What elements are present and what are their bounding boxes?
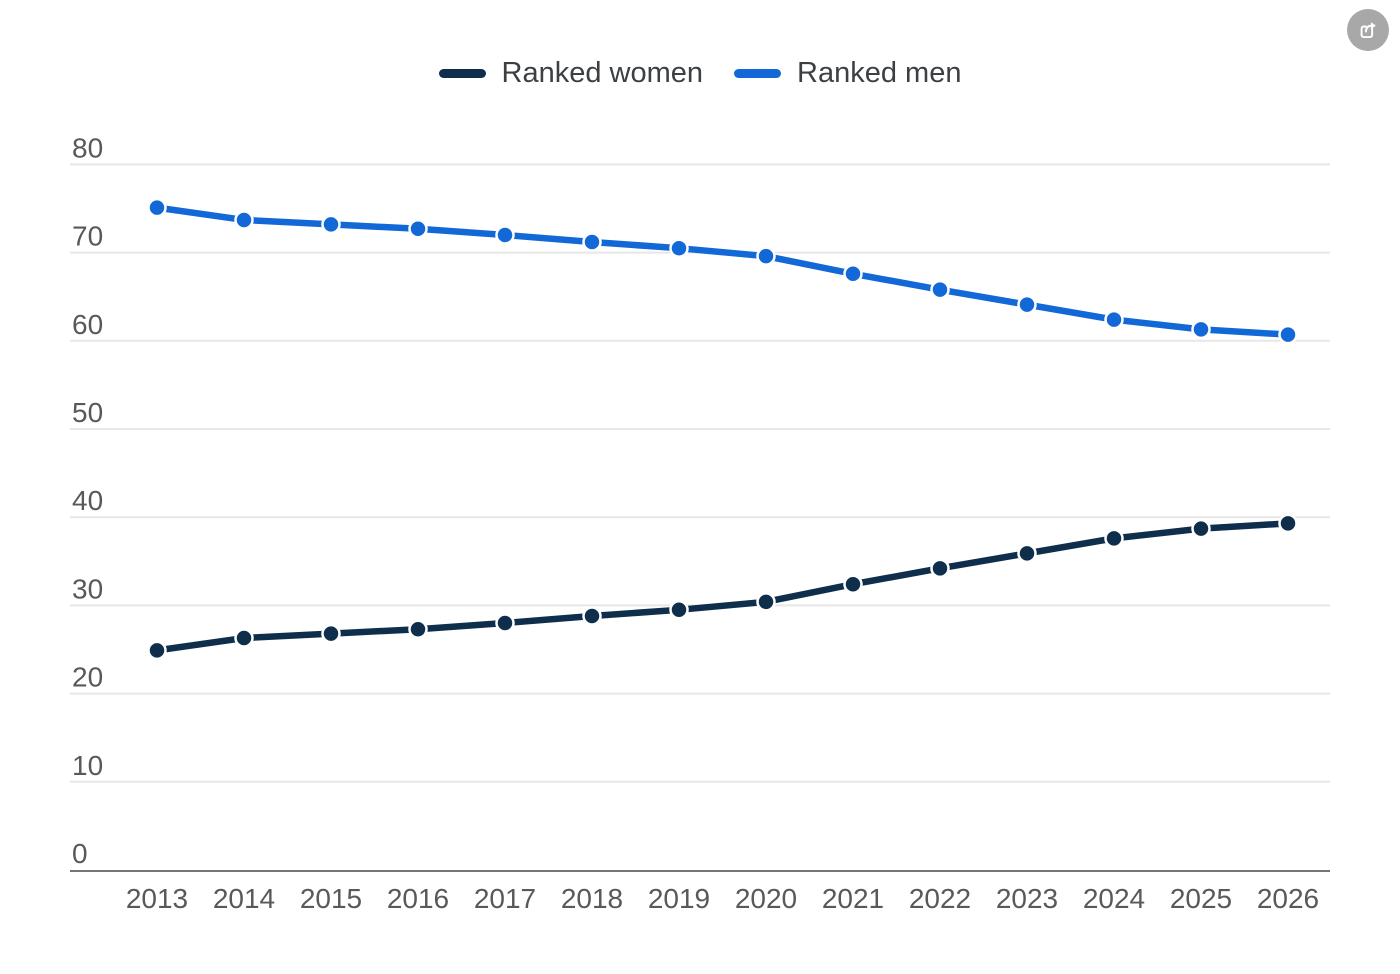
legend-item-ranked-men[interactable]: Ranked men [734, 54, 961, 92]
y-tick-label-20: 20 [72, 662, 103, 693]
data-point [408, 619, 428, 639]
data-point [1191, 319, 1211, 340]
legend-item-ranked-women[interactable]: Ranked women [438, 54, 704, 92]
y-tick-label-40: 40 [72, 485, 103, 516]
data-point [1278, 513, 1298, 534]
data-point [1278, 324, 1298, 345]
data-point [321, 623, 341, 644]
x-tick-label-2024: 2024 [1083, 883, 1145, 914]
x-tick-label-2023: 2023 [996, 883, 1058, 914]
data-point [147, 640, 167, 661]
x-tick-label-2016: 2016 [387, 883, 449, 914]
data-point [495, 225, 515, 245]
y-tick-label-10: 10 [72, 750, 103, 781]
share-icon [1357, 19, 1379, 41]
y-tick-label-50: 50 [72, 397, 103, 428]
data-point [669, 238, 689, 258]
legend-label-ranked-women: Ranked women [501, 57, 704, 89]
series-line-1 [153, 204, 1292, 338]
data-point [1104, 528, 1124, 549]
y-tick-label-80: 80 [72, 132, 103, 163]
data-point [495, 613, 515, 633]
data-point [930, 558, 950, 579]
data-point [1017, 543, 1037, 564]
data-point [843, 574, 863, 594]
series-line-0 [153, 520, 1292, 654]
data-point [582, 232, 602, 252]
x-tick-label-2022: 2022 [909, 883, 971, 914]
data-point [582, 606, 602, 626]
x-tick-label-2017: 2017 [474, 883, 536, 914]
data-point [408, 219, 428, 239]
data-point [930, 279, 950, 300]
x-tick-label-2019: 2019 [648, 883, 710, 914]
share-button[interactable] [1347, 9, 1389, 51]
y-tick-label-60: 60 [72, 309, 103, 340]
y-tick-label-70: 70 [72, 221, 103, 252]
legend: Ranked women Ranked men [0, 54, 1400, 92]
x-tick-label-2013: 2013 [126, 883, 188, 914]
data-point [756, 592, 776, 612]
data-point [234, 628, 254, 648]
x-tick-label-2015: 2015 [300, 883, 362, 914]
legend-label-ranked-men: Ranked men [797, 57, 962, 89]
data-point [1191, 518, 1211, 539]
data-point [147, 197, 167, 218]
data-point [1017, 294, 1037, 315]
legend-swatch-ranked-men [734, 68, 782, 78]
x-tick-label-2014: 2014 [213, 883, 275, 914]
x-tick-label-2026: 2026 [1257, 883, 1319, 914]
data-point [756, 246, 776, 266]
data-point [843, 264, 863, 284]
x-tick-label-2020: 2020 [735, 883, 797, 914]
x-tick-label-2025: 2025 [1170, 883, 1232, 914]
x-tick-label-2018: 2018 [561, 883, 623, 914]
legend-swatch-ranked-women [438, 68, 486, 78]
data-point [234, 210, 254, 230]
data-point [1104, 309, 1124, 330]
data-point [669, 600, 689, 620]
data-point [321, 214, 341, 235]
y-tick-label-30: 30 [72, 573, 103, 604]
y-tick-label-0: 0 [72, 838, 88, 869]
x-tick-label-2021: 2021 [822, 883, 884, 914]
